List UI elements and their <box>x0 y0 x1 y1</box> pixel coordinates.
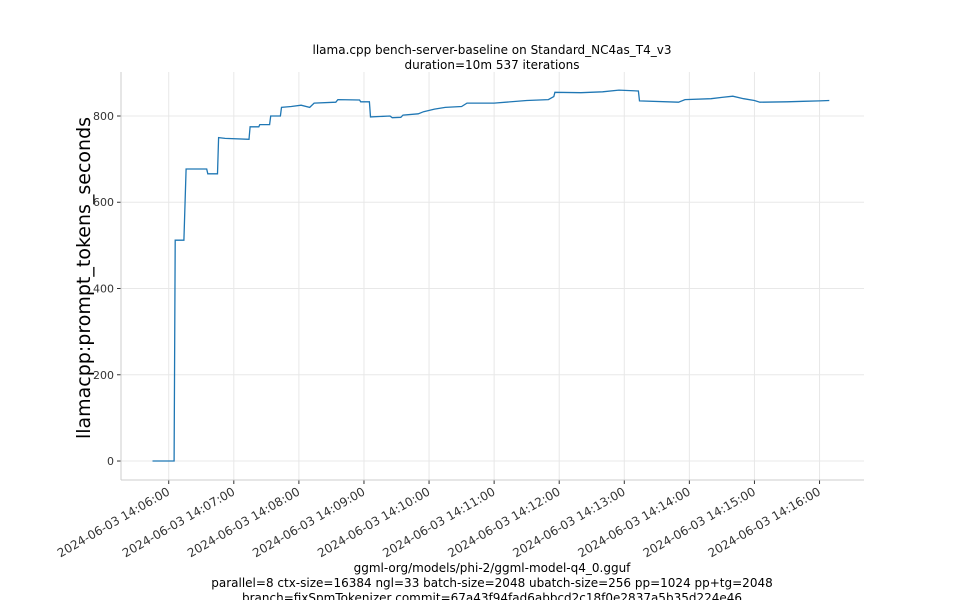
footer-line: branch=fixSpmTokenizer commit=67a43f94fa… <box>242 591 742 600</box>
y-tick-label: 0 <box>107 455 114 468</box>
y-tick-label: 600 <box>93 196 114 209</box>
x-tick-label: 2024-06-03 14:13:00 <box>510 484 627 560</box>
x-tick-label: 2024-06-03 14:12:00 <box>445 484 562 560</box>
footer-line: ggml-org/models/phi-2/ggml-model-q4_0.gg… <box>354 561 632 575</box>
x-tick-label: 2024-06-03 14:07:00 <box>120 484 237 560</box>
y-tick-label: 800 <box>93 110 114 123</box>
x-tick-label: 2024-06-03 14:16:00 <box>706 484 823 560</box>
y-axis-label: llamacpp:prompt_tokens_seconds <box>73 117 95 439</box>
x-tick-label: 2024-06-03 14:14:00 <box>575 484 692 560</box>
x-tick-label: 2024-06-03 14:09:00 <box>250 484 367 560</box>
y-tick-label: 200 <box>93 369 114 382</box>
footer-line: parallel=8 ctx-size=16384 ngl=33 batch-s… <box>211 576 772 590</box>
data-line <box>152 89 830 462</box>
y-tick-label: 400 <box>93 283 114 296</box>
x-tick-label: 2024-06-03 14:08:00 <box>185 484 302 560</box>
x-tick-label: 2024-06-03 14:11:00 <box>380 484 497 560</box>
chart-title: llama.cpp bench-server-baseline on Stand… <box>313 43 672 57</box>
x-tick-label: 2024-06-03 14:06:00 <box>55 484 172 560</box>
x-tick-label: 2024-06-03 14:10:00 <box>315 484 432 560</box>
x-tick-label: 2024-06-03 14:15:00 <box>641 484 758 560</box>
chart-subtitle: duration=10m 537 iterations <box>405 58 580 72</box>
